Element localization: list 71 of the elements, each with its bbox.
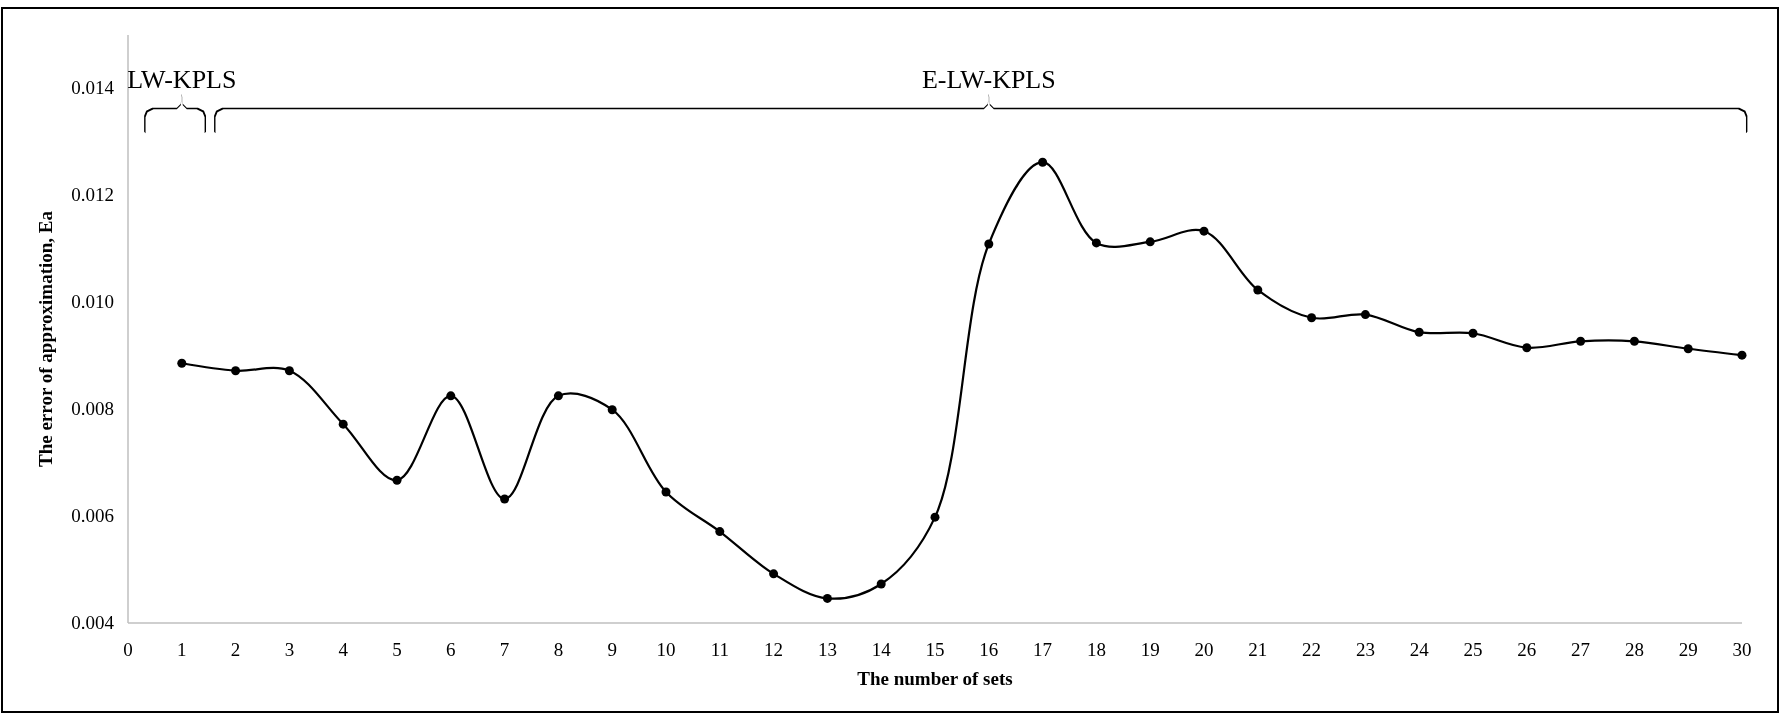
x-tick-label: 4	[338, 639, 349, 660]
point	[1145, 237, 1155, 247]
x-tick-label: 1	[177, 639, 187, 660]
point	[822, 593, 832, 603]
x-tick-label: 17	[1033, 639, 1053, 660]
point	[1253, 285, 1263, 295]
x-axis-title: The number of sets	[857, 668, 1013, 689]
point	[446, 391, 456, 401]
x-tick-label: 26	[1517, 639, 1537, 660]
point	[607, 405, 617, 415]
x-tick-label: 7	[499, 639, 510, 660]
point	[1737, 350, 1747, 360]
x-tick-label: 20	[1194, 639, 1214, 660]
point	[392, 475, 402, 485]
x-tick-label: 29	[1678, 639, 1698, 660]
x-tick-label: 8	[553, 639, 564, 660]
point	[1199, 226, 1209, 236]
y-tick-label: 0.004	[71, 612, 115, 633]
x-tick-label: 30	[1732, 639, 1752, 660]
y-tick-label: 0.008	[71, 398, 114, 420]
point	[1307, 313, 1317, 323]
x-tick-label: 25	[1463, 639, 1483, 660]
point	[177, 358, 187, 368]
y-tick-label: 0.014	[71, 77, 115, 99]
point	[876, 579, 886, 589]
x-tick-label: 15	[925, 639, 945, 660]
point	[338, 419, 348, 429]
point	[1629, 336, 1639, 346]
annotation: E-LW-KPLS	[921, 64, 1056, 94]
point	[930, 512, 940, 522]
x-tick-label: 11	[710, 639, 729, 660]
x-tick-label: 19	[1140, 639, 1160, 660]
y-tick-label: 0.010	[71, 291, 114, 313]
point	[1360, 310, 1370, 320]
x-tick-label: 18	[1086, 639, 1106, 660]
point	[231, 366, 241, 376]
x-tick-label: 22	[1302, 639, 1322, 660]
point	[553, 391, 563, 401]
point	[984, 239, 994, 249]
point	[1038, 157, 1048, 167]
x-tick-label: 16	[979, 639, 999, 660]
y-axis-title: The error of approximation, Ea	[35, 210, 56, 467]
point	[1468, 328, 1478, 338]
point	[1522, 343, 1532, 353]
x-tick-label: 10	[656, 639, 676, 660]
x-tick-label: 14	[871, 639, 892, 660]
point	[661, 487, 671, 497]
x-tick-label: 12	[764, 639, 784, 660]
point	[715, 527, 725, 537]
x-tick-label: 27	[1571, 639, 1591, 660]
point	[769, 569, 779, 579]
point	[500, 494, 510, 504]
x-tick-label: 2	[230, 639, 241, 660]
point	[1576, 336, 1586, 346]
point	[1091, 238, 1101, 248]
y-tick-label: 0.012	[71, 184, 114, 206]
x-tick-label: 13	[817, 639, 837, 660]
x-tick-label: 0	[123, 639, 133, 660]
x-tick-label: 23	[1355, 639, 1375, 660]
point	[284, 366, 294, 376]
point	[1414, 327, 1424, 337]
x-tick-label: 6	[446, 639, 456, 660]
y-tick-label: 0.006	[71, 505, 114, 527]
point	[1683, 344, 1693, 354]
x-tick-label: 3	[284, 639, 295, 660]
annotation: LW-KPLS	[127, 64, 237, 94]
x-tick-label: 9	[607, 639, 617, 660]
x-tick-label: 28	[1624, 639, 1644, 660]
x-tick-label: 5	[392, 639, 402, 660]
x-tick-label: 21	[1248, 639, 1268, 660]
x-tick-label: 24	[1409, 639, 1430, 660]
